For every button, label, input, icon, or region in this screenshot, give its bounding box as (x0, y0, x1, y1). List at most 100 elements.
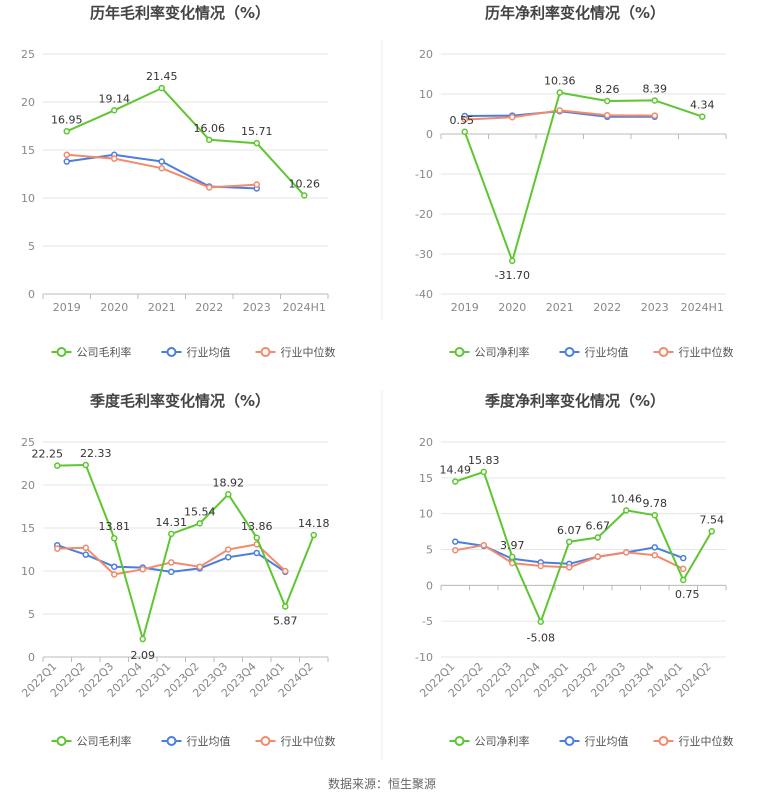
annual-gross-data-label: 16.06 (194, 122, 226, 135)
quarterly-net-data-label: 6.07 (557, 524, 582, 537)
annual-gross-x-tick-label: 2023 (243, 301, 271, 314)
quarterly-gross-industry-median-point (168, 559, 175, 566)
annual-gross-industry-median-point (206, 184, 213, 191)
quarterly-gross-data-label: 13.86 (241, 520, 273, 533)
quarterly-net-industry-median-point (452, 546, 459, 554)
annual-gross-company-point (301, 192, 308, 199)
quarterly-net-legend-industry-average-swatch-dot (564, 736, 575, 746)
quarterly-gross-company-point (225, 491, 232, 498)
annual-gross-company-point (206, 136, 213, 144)
quarterly-net-y-tick-label: 15 (419, 472, 433, 485)
annual-gross-legend-industry-median-label: 行业中位数 (281, 345, 336, 359)
quarterly-net-title: 季度净利率变化情况（%） (485, 392, 665, 410)
annual-net-data-label: 0.55 (450, 114, 475, 127)
quarterly-gross-company-line (57, 464, 315, 640)
annual-gross-x-tick-label: 2022 (195, 301, 223, 314)
annual-net-x-tick-label: 2019 (451, 301, 479, 314)
annual-net-company-point (461, 128, 468, 136)
quarterly-net-company-point (680, 576, 687, 584)
quarterly-net-industry-average-point (452, 538, 459, 545)
quarterly-gross-industry-median-point (82, 544, 89, 552)
quarterly-gross-industry-average-point (111, 563, 118, 570)
quarterly-gross-data-label: 2.09 (131, 649, 156, 662)
quarterly-gross-data-label: 13.81 (99, 520, 131, 533)
annual-gross-industry-average-point (63, 158, 70, 165)
quarterly-net-data-label: 6.67 (586, 520, 611, 533)
quarterly-gross-industry-median-point (54, 545, 61, 552)
quarterly-net-company-point (480, 468, 487, 476)
quarterly-gross-data-label: 14.18 (298, 517, 330, 530)
annual-gross-data-label: 19.14 (99, 92, 131, 105)
quarterly-gross-data-label: 14.31 (156, 516, 188, 529)
quarterly-gross-company-point (139, 635, 146, 643)
quarterly-net-y-tick-label: -10 (415, 651, 433, 664)
annual-net-industry-median-point (604, 111, 611, 119)
annual-gross-industry-average-point (158, 158, 165, 165)
annual-gross-company-line (66, 87, 306, 197)
annual-gross-legend-industry-median-swatch-dot (260, 347, 271, 357)
quarterly-net-data-label: 15.83 (468, 454, 500, 467)
quarterly-gross-y-tick-label: 0 (28, 651, 35, 664)
annual-gross-company-point (158, 84, 165, 92)
quarterly-net-data-label: 9.78 (643, 497, 668, 510)
annual-net-legend-company-label: 公司净利率 (475, 345, 530, 359)
quarterly-net-industry-median-point (680, 565, 687, 573)
quarterly-gross-company-point (253, 534, 260, 542)
quarterly-net-industry-median-point (594, 553, 601, 560)
annual-gross-x-tick-label: 2019 (53, 301, 81, 314)
quarterly-gross-y-tick-label: 10 (21, 565, 35, 578)
annual-gross-data-label: 10.26 (289, 178, 321, 191)
annual-gross-data-label: 16.95 (51, 113, 83, 126)
quarterly-net-company-point (452, 478, 459, 485)
quarterly-net-company-point (708, 528, 715, 535)
annual-net-company-point (604, 97, 611, 105)
quarterly-gross-industry-average-line (56, 544, 286, 573)
quarterly-gross-legend-industry-average-swatch-dot (166, 736, 177, 746)
quarterly-net-industry-median-point (623, 549, 630, 556)
annual-net-y-tick-label: 0 (426, 128, 433, 141)
annual-net-data-label: 10.36 (544, 75, 576, 88)
annual-net-data-label: 8.39 (643, 82, 668, 95)
quarterly-gross-y-tick-label: 15 (21, 522, 35, 535)
annual-net-x-tick-label: 2020 (498, 301, 526, 314)
annual-gross-y-tick-label: 10 (21, 192, 35, 205)
quarterly-net-legend-company-swatch-dot (454, 736, 465, 746)
quarterly-gross-industry-average-point (253, 549, 260, 557)
annual-gross-company-point (63, 128, 70, 135)
quarterly-gross-data-label: 5.87 (273, 615, 298, 628)
annual-gross-x-tick-label: 2020 (100, 301, 128, 314)
annual-net-data-label: -31.70 (495, 269, 530, 282)
quarterly-net-y-tick-label: 10 (419, 508, 433, 521)
annual-net-legend-industry-average-swatch-dot (564, 347, 575, 357)
quarterly-net-data-label: 0.75 (675, 588, 700, 601)
annual-net-x-tick-label: 2022 (593, 301, 621, 314)
annual-gross-y-tick-label: 0 (28, 288, 35, 301)
quarterly-net-data-label: 7.54 (700, 513, 725, 526)
quarterly-gross-title: 季度毛利率变化情况（%） (90, 392, 270, 410)
annual-gross-company-point (111, 107, 118, 114)
annual-gross-title: 历年毛利率变化情况（%） (90, 4, 270, 22)
quarterly-gross-company-point (54, 462, 61, 469)
quarterly-gross-data-label: 22.33 (80, 447, 112, 460)
annual-gross-x-tick-label: 2024H1 (283, 301, 326, 314)
quarterly-gross-industry-median-point (196, 563, 203, 570)
annual-net-data-label: 8.26 (595, 83, 620, 96)
quarterly-gross-data-label: 15.54 (184, 505, 216, 518)
quarterly-gross-industry-average-point (168, 568, 175, 576)
quarterly-gross-data-label: 18.92 (213, 476, 245, 489)
annual-gross-y-tick-label: 25 (21, 48, 35, 61)
quarterly-gross-industry-median-point (139, 566, 146, 573)
annual-gross-data-label: 21.45 (146, 70, 178, 83)
annual-net-company-point (556, 89, 563, 96)
quarterly-net-legend-industry-average-label: 行业均值 (585, 735, 629, 748)
annual-net-legend-company-swatch-dot (454, 347, 465, 357)
quarterly-gross-industry-median-point (111, 571, 118, 578)
quarterly-gross-company-point (310, 531, 317, 539)
quarterly-net-company-point (623, 507, 630, 514)
annual-gross-y-tick-label: 5 (28, 240, 35, 253)
annual-gross-company-point (253, 139, 260, 147)
annual-gross-industry-median-point (63, 151, 70, 159)
quarterly-net-y-tick-label: 0 (426, 579, 433, 592)
quarterly-net-data-label: 14.49 (440, 463, 472, 476)
source-note: 数据来源：恒生聚源 (328, 776, 436, 791)
